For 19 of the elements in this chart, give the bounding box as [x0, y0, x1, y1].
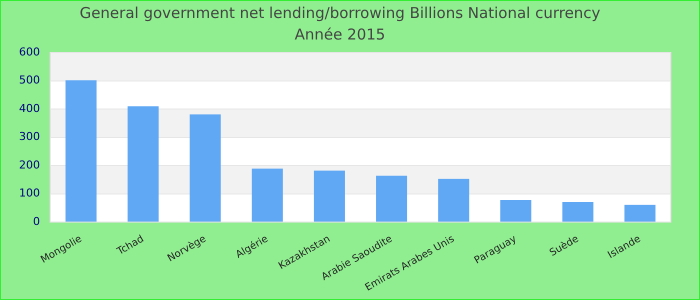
bar: [128, 106, 159, 222]
bar: [66, 80, 97, 222]
bar: [376, 176, 408, 222]
chart-title: General government net lending/borrowing Billions National currency: [80, 4, 601, 22]
y-tick-label: 100: [18, 186, 40, 200]
bar: [252, 168, 283, 222]
chart-subtitle: Année 2015: [294, 26, 386, 44]
bar: [624, 204, 656, 222]
y-tick-label: 600: [18, 45, 40, 58]
y-tick-label: 400: [18, 102, 40, 115]
bar: [314, 170, 345, 222]
y-tick-label: 0: [32, 214, 40, 228]
bar: [190, 114, 221, 222]
y-tick-label: 200: [18, 158, 40, 172]
y-tick-label: 500: [18, 74, 40, 87]
bar: [438, 178, 470, 222]
bar: [562, 202, 594, 222]
bar: [500, 200, 532, 222]
y-tick-label: 300: [18, 130, 40, 144]
